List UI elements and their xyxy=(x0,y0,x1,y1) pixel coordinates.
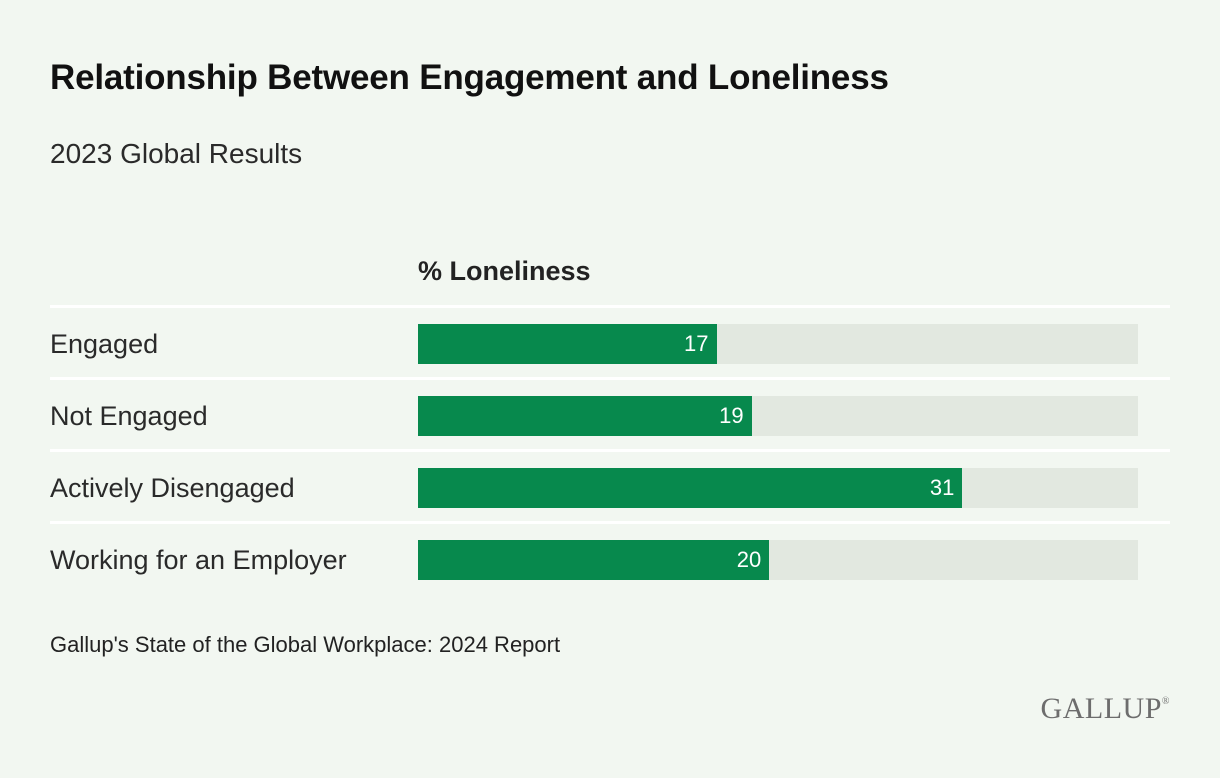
value-column-header: % Loneliness xyxy=(418,256,591,287)
bar-track: 31 xyxy=(418,468,1138,508)
bar: 31 xyxy=(418,468,962,508)
chart-subtitle: 2023 Global Results xyxy=(50,138,302,170)
bar-row: Actively Disengaged 31 xyxy=(50,452,1170,521)
bar-value-label: 17 xyxy=(684,331,708,357)
bar-row: Not Engaged 19 xyxy=(50,380,1170,449)
bar-value-label: 20 xyxy=(737,547,761,573)
bar-row: Working for an Employer 20 xyxy=(50,524,1170,593)
bar-track: 20 xyxy=(418,540,1138,580)
bar: 20 xyxy=(418,540,769,580)
source-note: Gallup's State of the Global Workplace: … xyxy=(50,632,560,658)
gallup-logo: GALLUP® xyxy=(1041,692,1170,726)
bar-value-label: 31 xyxy=(930,475,954,501)
bar-value-label: 19 xyxy=(719,403,743,429)
bar: 19 xyxy=(418,396,752,436)
category-label: Working for an Employer xyxy=(50,545,347,576)
bar-row: Engaged 17 xyxy=(50,308,1170,377)
bar-chart: Engaged 17 Not Engaged 19 Actively Disengage… xyxy=(50,305,1170,593)
category-label: Not Engaged xyxy=(50,401,208,432)
category-label: Engaged xyxy=(50,329,158,360)
chart-title: Relationship Between Engagement and Lone… xyxy=(50,58,889,98)
bar-track: 19 xyxy=(418,396,1138,436)
category-label: Actively Disengaged xyxy=(50,473,295,504)
bar-track: 17 xyxy=(418,324,1138,364)
bar: 17 xyxy=(418,324,717,364)
